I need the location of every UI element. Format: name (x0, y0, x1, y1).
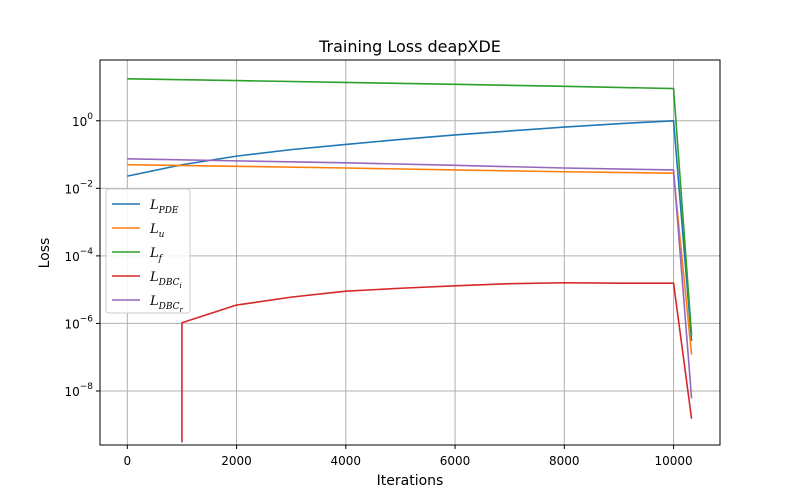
y-tick-base: 10 (64, 250, 79, 264)
x-tick-label: 4000 (331, 454, 362, 468)
x-tick-label: 0 (123, 454, 131, 468)
series-lines (127, 78, 693, 443)
x-tick-label: 10000 (654, 454, 692, 468)
x-tick-label: 6000 (440, 454, 471, 468)
x-axis-ticks: 0 2000 4000 6000 8000 10000 (123, 445, 693, 468)
y-tick-exponent: −2 (80, 179, 93, 189)
y-tick-base: 10 (72, 115, 87, 129)
x-tick-label: 2000 (221, 454, 252, 468)
legend-box (105, 188, 191, 314)
legend-entry-name: L (149, 270, 159, 285)
y-tick-exponent: 0 (87, 112, 93, 122)
x-tick-label: 8000 (549, 454, 580, 468)
legend-entry-subscript: f (158, 254, 164, 264)
grid (100, 60, 720, 445)
chart-title: Training Loss deapXDE (318, 37, 501, 56)
legend-entry-name: L (149, 294, 159, 309)
legend-entry-subsubscript: r (180, 306, 184, 314)
legend-entry: Lf (149, 246, 164, 264)
y-tick-base: 10 (64, 182, 79, 196)
series-line-4 (127, 157, 693, 399)
legend-entry-subscript: DBC (158, 278, 180, 288)
legend-entry: LDBCr (149, 294, 184, 314)
legend-entry: Lu (149, 222, 165, 240)
series-line-3 (181, 281, 693, 443)
y-tick-exponent: −6 (80, 314, 94, 324)
legend-entry-name: L (149, 222, 159, 237)
legend-entry: LPDE (149, 198, 179, 216)
series-line-0 (127, 119, 693, 342)
legend-entry-subscript: PDE (158, 206, 179, 216)
legend-entry-subsubscript: i (180, 282, 182, 290)
x-axis-label: Iterations (377, 473, 444, 489)
legend-entry-subscript: DBC (158, 302, 180, 312)
legend-entry-subscript: u (159, 230, 165, 240)
y-tick-base: 10 (64, 317, 79, 331)
legend-entry: LDBCi (149, 270, 182, 290)
plot-frame (99, 59, 721, 446)
y-tick-exponent: −4 (80, 247, 94, 257)
y-tick-label: 100 (72, 112, 93, 129)
y-tick-label: 10−4 (64, 247, 93, 264)
legend-entry-name: L (149, 246, 159, 261)
y-axis-label: Loss (37, 238, 53, 269)
y-tick-label: 10−6 (64, 314, 93, 331)
y-tick-label: 10−8 (64, 382, 93, 399)
y-tick-label: 10−2 (64, 179, 93, 196)
series-line-2 (127, 78, 693, 336)
y-tick-base: 10 (64, 385, 79, 399)
legend-entry-name: L (149, 198, 159, 213)
y-tick-exponent: −8 (80, 382, 94, 392)
